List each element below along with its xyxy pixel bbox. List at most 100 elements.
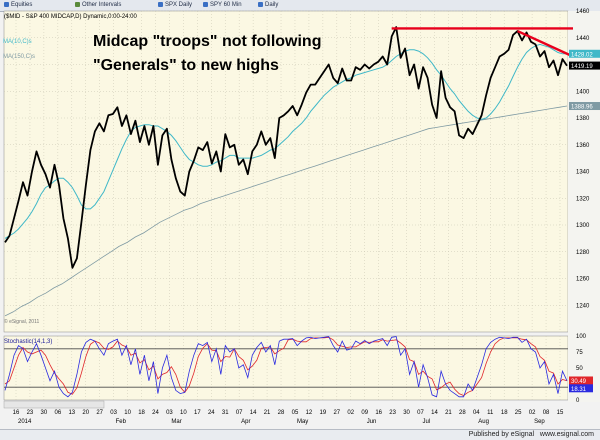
chart-link-icon — [158, 2, 163, 7]
x-tick-label: 02 — [529, 410, 536, 416]
x-tick-label: 17 — [194, 410, 201, 416]
y-axis-band — [568, 11, 600, 402]
equities-icon — [4, 2, 9, 7]
month-label: Sep — [534, 419, 545, 425]
x-tick-label: 06 — [55, 410, 62, 416]
chart-link-icon — [203, 2, 208, 7]
toolbar-other-intervals[interactable]: Other Intervals — [75, 2, 121, 8]
x-tick-label: 24 — [152, 410, 159, 416]
month-label: May — [297, 419, 308, 425]
intervals-icon — [75, 2, 80, 7]
watermark: © eSignal, 2011 — [4, 318, 40, 325]
y-tick-label: 1320 — [576, 196, 590, 202]
y-tick-label: 1360 — [576, 143, 590, 149]
x-tick-label: 28 — [278, 410, 285, 416]
toolbar-spy-60min[interactable]: SPY 60 Min — [203, 2, 242, 8]
last-value-text: 1419.19 — [571, 64, 593, 70]
x-tick-label: 30 — [41, 410, 48, 416]
chart-header: ($MID - S&P 400 MIDCAP,D) Dynamic,0:00-2… — [4, 14, 137, 20]
x-tick-label: 23 — [389, 410, 396, 416]
x-tick-label: 08 — [543, 410, 550, 416]
stochastic-label: Stochastic(14,1,3) — [4, 339, 52, 345]
x-tick-label: 10 — [180, 410, 187, 416]
resistance-line — [517, 29, 574, 58]
month-label: Feb — [116, 419, 127, 425]
month-label: Jun — [367, 419, 377, 425]
x-tick-label: 15 — [557, 410, 564, 416]
stochastic-tick-label: 50 — [576, 366, 583, 372]
grid — [4, 10, 600, 402]
stochastic-value-text: 18.31 — [571, 387, 587, 393]
y-tick-label: 1400 — [576, 89, 590, 95]
stochastic-tick-label: 75 — [576, 350, 583, 356]
x-tick-label: 31 — [222, 410, 229, 416]
chart-link-icon — [258, 2, 263, 7]
y-tick-label: 1280 — [576, 250, 590, 256]
publisher-credit: Published by eSignal www.esignal.com — [468, 431, 594, 438]
x-tick-label: 04 — [473, 410, 480, 416]
last-value-badge — [569, 49, 600, 58]
x-tick-label: 18 — [138, 410, 145, 416]
annotation-line-2: "Generals" to new highs — [93, 57, 279, 74]
x-tick-label: 12 — [306, 410, 313, 416]
stochastic-value-badge — [569, 384, 593, 393]
x-tick-label: 24 — [208, 410, 215, 416]
x-tick-label: 02 — [347, 410, 354, 416]
stochastic-panel-background — [3, 335, 569, 401]
x-tick-label: 03 — [110, 410, 117, 416]
x-tick-label: 25 — [515, 410, 522, 416]
x-tick-label: 10 — [124, 410, 131, 416]
series-layer — [4, 26, 574, 398]
x-tick-label: 19 — [320, 410, 327, 416]
x-tick-label: 21 — [264, 410, 271, 416]
chart-canvas[interactable]: 1240126012801300132013401360138014001420… — [0, 0, 600, 429]
y-tick-label: 1440 — [576, 36, 590, 42]
x-tick-label: 16 — [13, 410, 20, 416]
x-tick-label: 27 — [333, 410, 340, 416]
x-tick-label: 23 — [27, 410, 34, 416]
month-label: 2014 — [18, 419, 32, 425]
month-label: Apr — [241, 419, 250, 425]
x-tick-label: 21 — [445, 410, 452, 416]
x-tick-label: 18 — [501, 410, 508, 416]
x-tick-label: 16 — [375, 410, 382, 416]
ma-fast-line — [4, 43, 567, 239]
x-tick-label: 30 — [403, 410, 410, 416]
y-tick-label: 1380 — [576, 116, 590, 122]
x-tick-label: 09 — [361, 410, 368, 416]
stochastic-k-line — [4, 336, 568, 398]
x-tick-label: 07 — [236, 410, 243, 416]
toolbar-daily[interactable]: Daily — [258, 2, 278, 8]
month-label: Mar — [171, 419, 181, 425]
y-tick-label: 1340 — [576, 170, 590, 176]
last-value-badge — [569, 102, 600, 111]
x-tick-label: 14 — [250, 410, 257, 416]
month-label: Aug — [478, 419, 489, 425]
ma-slow-line — [4, 105, 568, 317]
x-tick-label: 07 — [417, 410, 424, 416]
x-tick-label: 28 — [459, 410, 466, 416]
y-tick-label: 1260 — [576, 277, 590, 283]
last-value-badge — [569, 61, 600, 70]
axis-labels: 1240126012801300132013401360138014001420… — [3, 9, 600, 425]
last-value-text: 1428.02 — [571, 52, 593, 58]
month-label: Jul — [423, 419, 431, 425]
last-value-text: 1388.96 — [571, 105, 593, 111]
x-tick-label: 03 — [166, 410, 173, 416]
price-line — [4, 26, 568, 269]
x-tick-label: 20 — [82, 410, 89, 416]
x-tick-label: 11 — [487, 410, 494, 416]
x-tick-label: 27 — [96, 410, 103, 416]
toolbar-equities[interactable]: Equities — [4, 2, 32, 8]
x-tick-label: 13 — [68, 410, 75, 416]
toolbar-spx-daily[interactable]: SPX Daily — [158, 2, 192, 8]
stochastic-tick-label: 0 — [576, 398, 580, 404]
stochastic-value-badge — [569, 376, 593, 385]
stochastic-value-text: 30.49 — [571, 379, 587, 385]
legend-ma-fast: MA(10,C)s — [3, 39, 32, 45]
legend-ma-slow: MA(150,C)s — [3, 54, 35, 60]
x-tick-label: 05 — [292, 410, 299, 416]
annotation-line-1: Midcap "troops" not following — [93, 33, 321, 50]
y-tick-label: 1300 — [576, 223, 590, 229]
y-tick-label: 1240 — [576, 303, 590, 309]
